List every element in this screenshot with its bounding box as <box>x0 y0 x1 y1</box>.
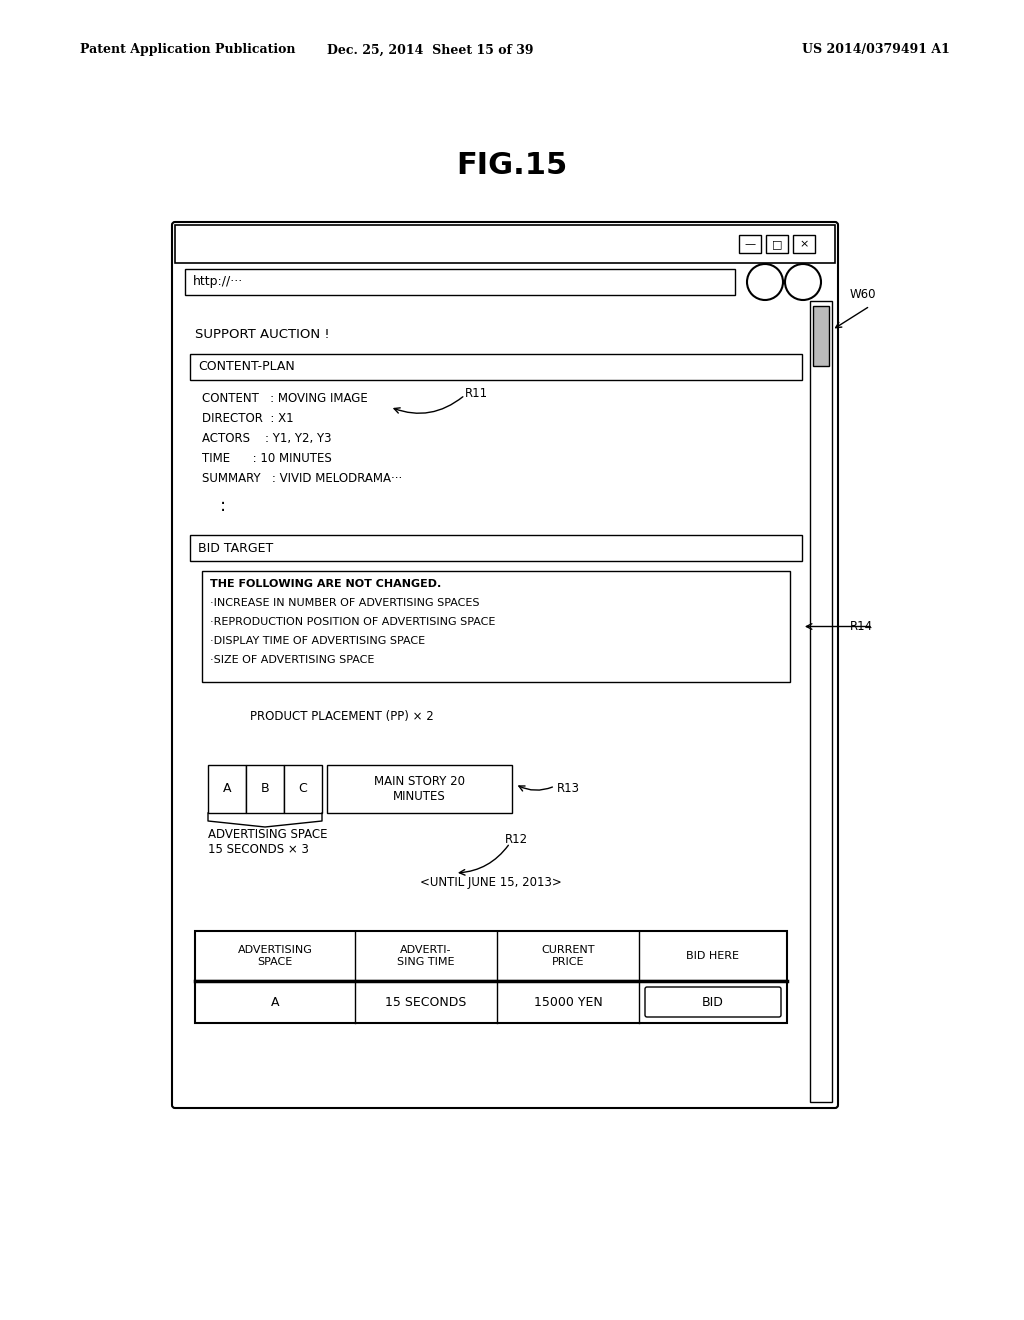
Text: FIG.15: FIG.15 <box>457 150 567 180</box>
Bar <box>810 301 831 1102</box>
Text: C: C <box>299 783 307 796</box>
Bar <box>739 235 761 253</box>
Circle shape <box>746 264 783 300</box>
Bar <box>202 572 790 682</box>
Text: CONTENT-PLAN: CONTENT-PLAN <box>198 360 295 374</box>
Text: BID TARGET: BID TARGET <box>198 541 273 554</box>
Text: R13: R13 <box>557 783 580 796</box>
Text: TIME      : 10 MINUTES: TIME : 10 MINUTES <box>202 451 332 465</box>
Bar <box>175 224 835 263</box>
Text: BID HERE: BID HERE <box>686 950 739 961</box>
Text: 15 SECONDS: 15 SECONDS <box>385 995 467 1008</box>
Text: :: : <box>220 498 226 515</box>
Bar <box>195 981 787 1023</box>
Text: W60: W60 <box>850 288 877 301</box>
Text: A: A <box>223 783 231 796</box>
Text: ·INCREASE IN NUMBER OF ADVERTISING SPACES: ·INCREASE IN NUMBER OF ADVERTISING SPACE… <box>210 598 479 609</box>
Text: ·REPRODUCTION POSITION OF ADVERTISING SPACE: ·REPRODUCTION POSITION OF ADVERTISING SP… <box>210 616 496 627</box>
Text: ADVERTISING SPACE
15 SECONDS × 3: ADVERTISING SPACE 15 SECONDS × 3 <box>208 828 328 855</box>
Text: THE FOLLOWING ARE NOT CHANGED.: THE FOLLOWING ARE NOT CHANGED. <box>210 579 441 589</box>
Text: —: — <box>744 239 756 249</box>
Text: US 2014/0379491 A1: US 2014/0379491 A1 <box>802 44 950 57</box>
Bar <box>190 354 802 380</box>
Text: ACTORS    : Y1, Y2, Y3: ACTORS : Y1, Y2, Y3 <box>202 432 332 445</box>
Text: <UNTIL JUNE 15, 2013>: <UNTIL JUNE 15, 2013> <box>420 876 562 888</box>
Text: http://···: http://··· <box>193 276 244 289</box>
Text: PRODUCT PLACEMENT (PP) × 2: PRODUCT PLACEMENT (PP) × 2 <box>250 710 434 723</box>
Text: Patent Application Publication: Patent Application Publication <box>80 44 296 57</box>
Bar <box>195 931 787 981</box>
Bar <box>185 269 735 294</box>
Text: SUMMARY   : VIVID MELODRAMA···: SUMMARY : VIVID MELODRAMA··· <box>202 473 402 484</box>
Text: DIRECTOR  : X1: DIRECTOR : X1 <box>202 412 294 425</box>
Text: CURRENT
PRICE: CURRENT PRICE <box>542 945 595 966</box>
Bar <box>208 766 246 813</box>
Text: ·SIZE OF ADVERTISING SPACE: ·SIZE OF ADVERTISING SPACE <box>210 655 375 665</box>
Text: 15000 YEN: 15000 YEN <box>534 995 602 1008</box>
Circle shape <box>785 264 821 300</box>
Text: CONTENT   : MOVING IMAGE: CONTENT : MOVING IMAGE <box>202 392 368 405</box>
Text: Dec. 25, 2014  Sheet 15 of 39: Dec. 25, 2014 Sheet 15 of 39 <box>327 44 534 57</box>
Text: R14: R14 <box>850 620 873 634</box>
FancyBboxPatch shape <box>172 222 838 1107</box>
Text: R11: R11 <box>465 387 488 400</box>
Bar <box>190 535 802 561</box>
Text: A: A <box>270 995 280 1008</box>
Text: ×: × <box>800 239 809 249</box>
Text: SUPPORT AUCTION !: SUPPORT AUCTION ! <box>195 327 330 341</box>
Text: BID: BID <box>702 995 724 1008</box>
FancyBboxPatch shape <box>645 987 781 1016</box>
Bar <box>793 235 815 253</box>
Text: MAIN STORY 20
MINUTES: MAIN STORY 20 MINUTES <box>374 775 465 803</box>
Bar <box>766 235 788 253</box>
Text: ADVERTI-
SING TIME: ADVERTI- SING TIME <box>397 945 455 966</box>
Text: R12: R12 <box>505 833 528 846</box>
Text: □: □ <box>772 239 782 249</box>
Bar <box>246 766 284 813</box>
Bar <box>813 306 829 366</box>
Bar <box>327 766 512 813</box>
Text: ADVERTISING
SPACE: ADVERTISING SPACE <box>238 945 312 966</box>
Text: ·DISPLAY TIME OF ADVERTISING SPACE: ·DISPLAY TIME OF ADVERTISING SPACE <box>210 636 425 645</box>
Bar <box>284 766 322 813</box>
Text: B: B <box>261 783 269 796</box>
